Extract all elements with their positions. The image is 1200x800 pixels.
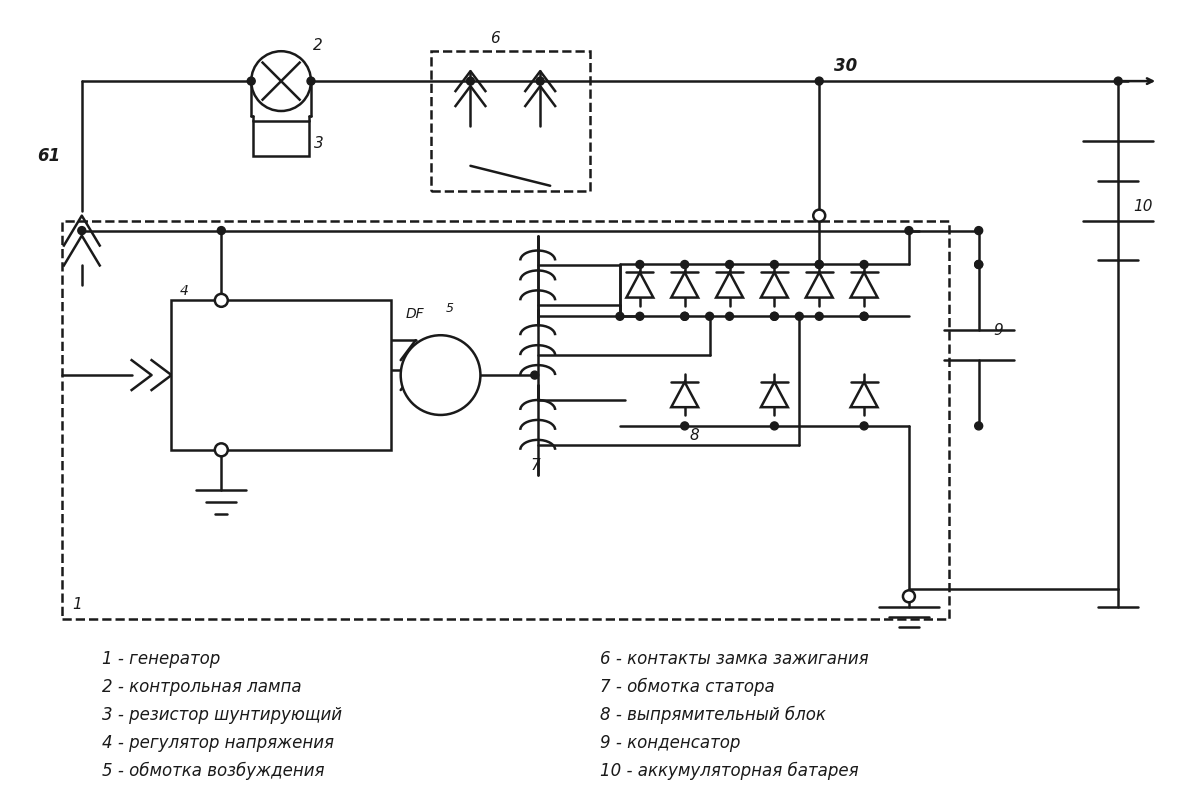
Text: 6 - контакты замка зажигания: 6 - контакты замка зажигания	[600, 650, 869, 668]
Polygon shape	[761, 382, 788, 407]
Circle shape	[307, 77, 314, 85]
Circle shape	[636, 261, 644, 269]
Circle shape	[860, 261, 868, 269]
Circle shape	[680, 261, 689, 269]
Circle shape	[770, 312, 779, 320]
Circle shape	[706, 312, 714, 320]
Circle shape	[815, 312, 823, 320]
Circle shape	[530, 371, 539, 379]
Polygon shape	[805, 273, 833, 298]
Text: 9: 9	[994, 323, 1003, 338]
Circle shape	[467, 77, 474, 85]
Circle shape	[796, 312, 803, 320]
Circle shape	[726, 312, 733, 320]
Bar	[253, 121, 310, 156]
Polygon shape	[716, 273, 743, 298]
Circle shape	[974, 261, 983, 269]
Circle shape	[815, 261, 823, 269]
Circle shape	[680, 312, 689, 320]
Text: 8 - выпрямительный блок: 8 - выпрямительный блок	[600, 706, 826, 724]
Circle shape	[636, 312, 644, 320]
Circle shape	[815, 261, 823, 269]
Bar	[62, 221, 949, 619]
Circle shape	[905, 226, 913, 234]
Circle shape	[680, 312, 689, 320]
Text: 2: 2	[313, 38, 323, 54]
Text: 30: 30	[834, 57, 858, 75]
Circle shape	[770, 312, 779, 320]
Text: Б: Б	[206, 323, 217, 338]
Polygon shape	[851, 382, 877, 407]
Text: 7: 7	[530, 458, 540, 473]
Circle shape	[815, 77, 823, 85]
Text: 4 - регулятор напряжения: 4 - регулятор напряжения	[102, 734, 334, 752]
Circle shape	[251, 51, 311, 111]
Circle shape	[78, 226, 85, 234]
Text: 5: 5	[445, 302, 454, 315]
Text: 6: 6	[491, 31, 500, 46]
Polygon shape	[626, 273, 653, 298]
Bar	[172, 300, 391, 450]
Circle shape	[616, 312, 624, 320]
Text: 10: 10	[1133, 198, 1153, 214]
Circle shape	[974, 226, 983, 234]
Text: 3: 3	[314, 136, 324, 151]
Text: 4: 4	[180, 284, 188, 298]
Polygon shape	[671, 382, 698, 407]
Circle shape	[814, 210, 826, 222]
Text: DF: DF	[406, 307, 425, 322]
Circle shape	[536, 77, 544, 85]
Circle shape	[726, 261, 733, 269]
Circle shape	[860, 422, 868, 430]
Text: 5 - обмотка возбуждения: 5 - обмотка возбуждения	[102, 762, 324, 780]
Text: 9 - конденсатор: 9 - конденсатор	[600, 734, 740, 752]
Circle shape	[974, 422, 983, 430]
Text: 2 - контрольная лампа: 2 - контрольная лампа	[102, 678, 301, 696]
Polygon shape	[851, 273, 877, 298]
Polygon shape	[761, 273, 788, 298]
Bar	[431, 51, 590, 190]
Text: 8: 8	[690, 428, 700, 443]
Text: В: В	[184, 375, 194, 390]
Circle shape	[860, 312, 868, 320]
Circle shape	[860, 312, 868, 320]
Circle shape	[215, 294, 228, 307]
Circle shape	[680, 422, 689, 430]
Text: 7 - обмотка статора: 7 - обмотка статора	[600, 678, 775, 696]
Text: 61: 61	[37, 147, 60, 165]
Circle shape	[401, 335, 480, 415]
Circle shape	[770, 422, 779, 430]
Text: 3 - резистор шунтирующий: 3 - резистор шунтирующий	[102, 706, 342, 724]
Circle shape	[902, 590, 914, 602]
Circle shape	[247, 77, 256, 85]
Circle shape	[974, 261, 983, 269]
Text: 1 - генератор: 1 - генератор	[102, 650, 220, 668]
Polygon shape	[671, 273, 698, 298]
Circle shape	[217, 226, 226, 234]
Text: 1: 1	[72, 598, 82, 612]
Circle shape	[770, 261, 779, 269]
Circle shape	[1115, 77, 1122, 85]
Text: 10 - аккумуляторная батарея: 10 - аккумуляторная батарея	[600, 762, 859, 780]
Circle shape	[215, 443, 228, 456]
